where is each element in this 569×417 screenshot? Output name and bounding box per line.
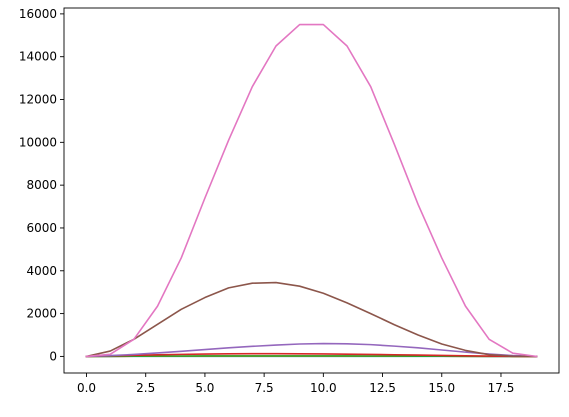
y-tick-label: 16000 [19, 7, 57, 21]
x-tick-label: 0.0 [77, 381, 96, 395]
x-tick-label: 7.5 [255, 381, 274, 395]
x-axis: 0.0 2.5 5.0 7.5 10.0 12.5 15.0 17.5 [77, 373, 514, 395]
y-tick-label: 6000 [26, 221, 57, 235]
y-tick-label: 10000 [19, 135, 57, 149]
y-axis: 0 2000 4000 6000 8000 10000 12000 14000 16000 [19, 7, 64, 364]
x-tick-label: 12.5 [369, 381, 396, 395]
x-tick-label: 17.5 [488, 381, 515, 395]
y-tick-label: 4000 [26, 264, 57, 278]
x-tick-label: 10.0 [310, 381, 337, 395]
plot-area [64, 8, 559, 373]
x-tick-label: 15.0 [428, 381, 455, 395]
y-tick-label: 0 [49, 349, 57, 363]
y-tick-label: 12000 [19, 93, 57, 107]
x-tick-label: 2.5 [136, 381, 155, 395]
y-tick-label: 2000 [26, 307, 57, 321]
y-tick-label: 8000 [26, 178, 57, 192]
y-tick-label: 14000 [19, 50, 57, 64]
x-tick-label: 5.0 [195, 381, 214, 395]
